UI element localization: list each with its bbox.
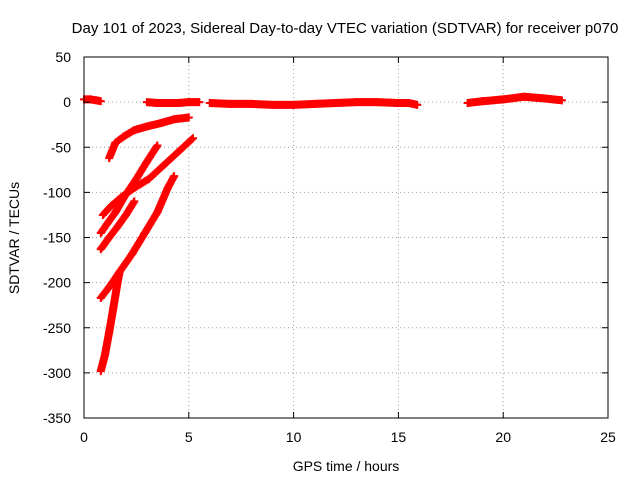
series-arc-1	[80, 95, 105, 106]
y-tick-label: -350	[43, 410, 71, 426]
data-points	[80, 92, 566, 376]
data-point	[187, 135, 196, 144]
y-tick-label: -100	[43, 184, 71, 200]
x-tick-label: 0	[80, 429, 88, 445]
x-tick-label: 20	[495, 429, 511, 445]
y-axis-label: SDTVAR / TECUs	[6, 182, 22, 294]
series-arc-8	[96, 197, 139, 254]
y-tick-label: 50	[55, 49, 71, 65]
series-arc-9	[96, 172, 179, 302]
series-arc-2	[142, 98, 204, 108]
x-axis-label: GPS time / hours	[293, 458, 400, 474]
y-tick-label: -50	[51, 139, 71, 155]
series-arc-5	[105, 113, 193, 163]
data-point	[115, 267, 124, 276]
series-arc-7	[96, 141, 162, 237]
series-arc-4	[463, 92, 566, 108]
y-tick-label: -250	[43, 320, 71, 336]
chart-title: Day 101 of 2023, Sidereal Day-to-day VTE…	[72, 20, 619, 37]
x-tick-label: 15	[391, 429, 407, 445]
x-tick-label: 10	[286, 429, 302, 445]
data-point	[195, 98, 204, 107]
data-point	[153, 141, 162, 150]
x-tick-label: 25	[600, 429, 616, 445]
grid	[84, 57, 608, 418]
data-point	[184, 113, 193, 122]
data-point	[96, 97, 105, 106]
data-point	[130, 197, 139, 206]
data-point	[413, 100, 422, 109]
y-tick-label: -200	[43, 275, 71, 291]
x-tick-label: 5	[185, 429, 193, 445]
data-point	[557, 96, 566, 105]
data-point	[170, 172, 179, 181]
axis-ticks: 0 5 10 15 20 25 50 0 -50 -100 -150 -200 -250 -300 -350	[43, 49, 616, 445]
y-tick-label: 0	[63, 94, 71, 110]
y-tick-label: -300	[43, 365, 71, 381]
plot-frame	[83, 56, 609, 419]
series-arc-3	[205, 98, 422, 109]
series-arc-10	[96, 267, 124, 376]
y-tick-label: -150	[43, 230, 71, 246]
data-point	[188, 134, 197, 143]
